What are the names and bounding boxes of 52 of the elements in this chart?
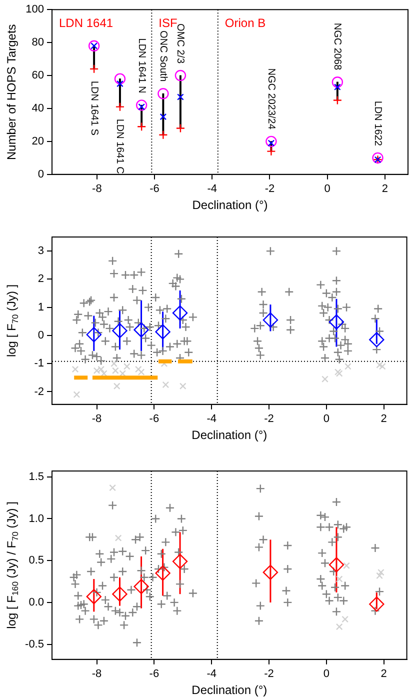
y-tick-label: 3 bbox=[38, 245, 44, 258]
annotation: LDN 1641 S bbox=[88, 80, 100, 136]
annotation: LDN 1622 bbox=[372, 100, 384, 146]
annotation: ISF bbox=[158, 16, 178, 30]
y-tick-label: 1 bbox=[38, 301, 44, 314]
y-tick-label: 0 bbox=[38, 168, 44, 180]
x-tick-label: 0 bbox=[323, 668, 330, 680]
y-tick-label: 1.5 bbox=[28, 470, 44, 483]
y-tick-label: 0.0 bbox=[28, 596, 44, 608]
x-tick-label: 2 bbox=[382, 183, 388, 196]
x-tick-label: -4 bbox=[206, 668, 216, 680]
x-tick-label: -2 bbox=[264, 668, 274, 680]
x-tick-label: -6 bbox=[149, 668, 160, 680]
x-axis-title: Declination (°) bbox=[192, 198, 268, 212]
y-tick-label: 60 bbox=[32, 70, 44, 82]
y-tick-label: 0 bbox=[38, 330, 44, 342]
x-tick-label: 0 bbox=[323, 413, 330, 426]
x-tick-label: -8 bbox=[92, 183, 102, 196]
x-tick-label: -2 bbox=[264, 183, 275, 196]
annotation: Orion B bbox=[224, 16, 266, 30]
y-tick-label: 0.5 bbox=[28, 554, 44, 567]
y-axis-title: log [ F160 (Jy) / F70 (Jy) ] bbox=[4, 502, 20, 629]
annotation: LDN 1641 bbox=[59, 16, 114, 30]
annotation: LDN 1641 N bbox=[136, 38, 147, 94]
y-tick-label: -0.5 bbox=[25, 638, 44, 650]
y-tick-label: 80 bbox=[32, 36, 44, 49]
y-axis-title: Number of HOPS Targets bbox=[4, 24, 18, 160]
x-tick-label: -4 bbox=[206, 413, 216, 426]
x-tick-label: -2 bbox=[264, 413, 274, 426]
y-tick-label: 1.0 bbox=[28, 512, 44, 525]
y-tick-label: 100 bbox=[26, 4, 44, 16]
annotation: NGC 2068 bbox=[332, 22, 343, 71]
x-axis-title: Declination (°) bbox=[192, 683, 268, 698]
y-tick-label: -1 bbox=[34, 358, 44, 370]
x-axis-title: Declination (°) bbox=[192, 428, 268, 442]
y-tick-label: 40 bbox=[32, 102, 44, 115]
y-tick-label: 20 bbox=[32, 135, 44, 148]
x-tick-label: -6 bbox=[149, 413, 160, 426]
x-tick-label: -8 bbox=[92, 668, 102, 680]
y-tick-label: 2 bbox=[38, 273, 44, 286]
x-tick-label: 0 bbox=[324, 183, 330, 196]
x-tick-label: -8 bbox=[92, 413, 102, 426]
annotation: ONC South bbox=[157, 30, 168, 82]
annotation: OMC 2/3 bbox=[174, 24, 186, 64]
y-tick-label: -2 bbox=[34, 386, 44, 398]
x-tick-label: 2 bbox=[380, 668, 387, 680]
annotation: NGC 2023/24 bbox=[265, 68, 276, 130]
x-tick-label: 2 bbox=[380, 413, 387, 426]
y-axis-title: log [ F70 (Jy) ] bbox=[4, 284, 20, 358]
annotation: LDN 1641 C bbox=[114, 118, 126, 174]
x-tick-label: -4 bbox=[207, 183, 218, 196]
x-tick-label: -6 bbox=[150, 183, 160, 196]
